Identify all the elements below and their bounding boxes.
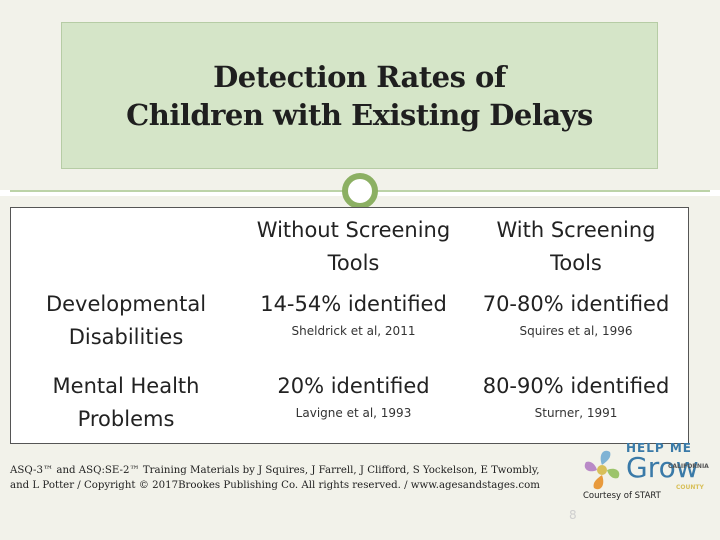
- title-box: Detection Rates of Children with Existin…: [61, 22, 658, 169]
- footer-line-1: ASQ-3™ and ASQ:SE-2™ Training Materials …: [10, 465, 540, 476]
- logo-grow-text: Grow: [626, 451, 699, 484]
- page-number: 8: [569, 508, 577, 522]
- courtesy-text: Courtesy of START: [583, 491, 661, 501]
- logo-county-text: COUNTY: [676, 484, 704, 491]
- detection-rates-table: Without Screening Tools With Screening T…: [10, 207, 689, 444]
- with-value-mental-health: 80-90% identified: [482, 374, 670, 398]
- without-value-developmental: 14-54% identified: [260, 292, 447, 316]
- with-citation-developmental: Squires et al, 1996: [519, 324, 633, 338]
- with-value-developmental: 70-80% identified: [482, 292, 670, 316]
- without-citation-developmental: Sheldrick et al, 2011: [291, 324, 416, 338]
- pinwheel-icon: [584, 450, 620, 490]
- row-label-developmental-disabilities: Developmental Disabilities: [45, 292, 207, 349]
- row-label-mental-health: Mental Health Problems: [52, 374, 200, 431]
- footer-line-2: and L Potter / Copyright © 2017Brookes P…: [10, 480, 540, 491]
- header-without-screening: Without Screening Tools: [256, 218, 451, 275]
- slide-title-line-2: Children with Existing Delays: [126, 97, 593, 132]
- without-citation-mental-health: Lavigne et al, 1993: [295, 406, 412, 420]
- logo-california-text: CALIFORNIA: [668, 463, 709, 470]
- without-value-mental-health: 20% identified: [277, 374, 430, 398]
- logo-help-me-text: HELP ME: [626, 441, 692, 455]
- help-me-grow-logo: HELP ME Grow CALIFORNIA COUNTY: [580, 440, 710, 504]
- divider-ring-icon: [342, 173, 378, 209]
- copyright-footer: ASQ-3™ and ASQ:SE-2™ Training Materials …: [10, 463, 580, 493]
- header-with-screening: With Screening Tools: [496, 218, 656, 275]
- slide-title-line-1: Detection Rates of: [213, 59, 506, 94]
- with-citation-mental-health: Sturner, 1991: [534, 406, 618, 420]
